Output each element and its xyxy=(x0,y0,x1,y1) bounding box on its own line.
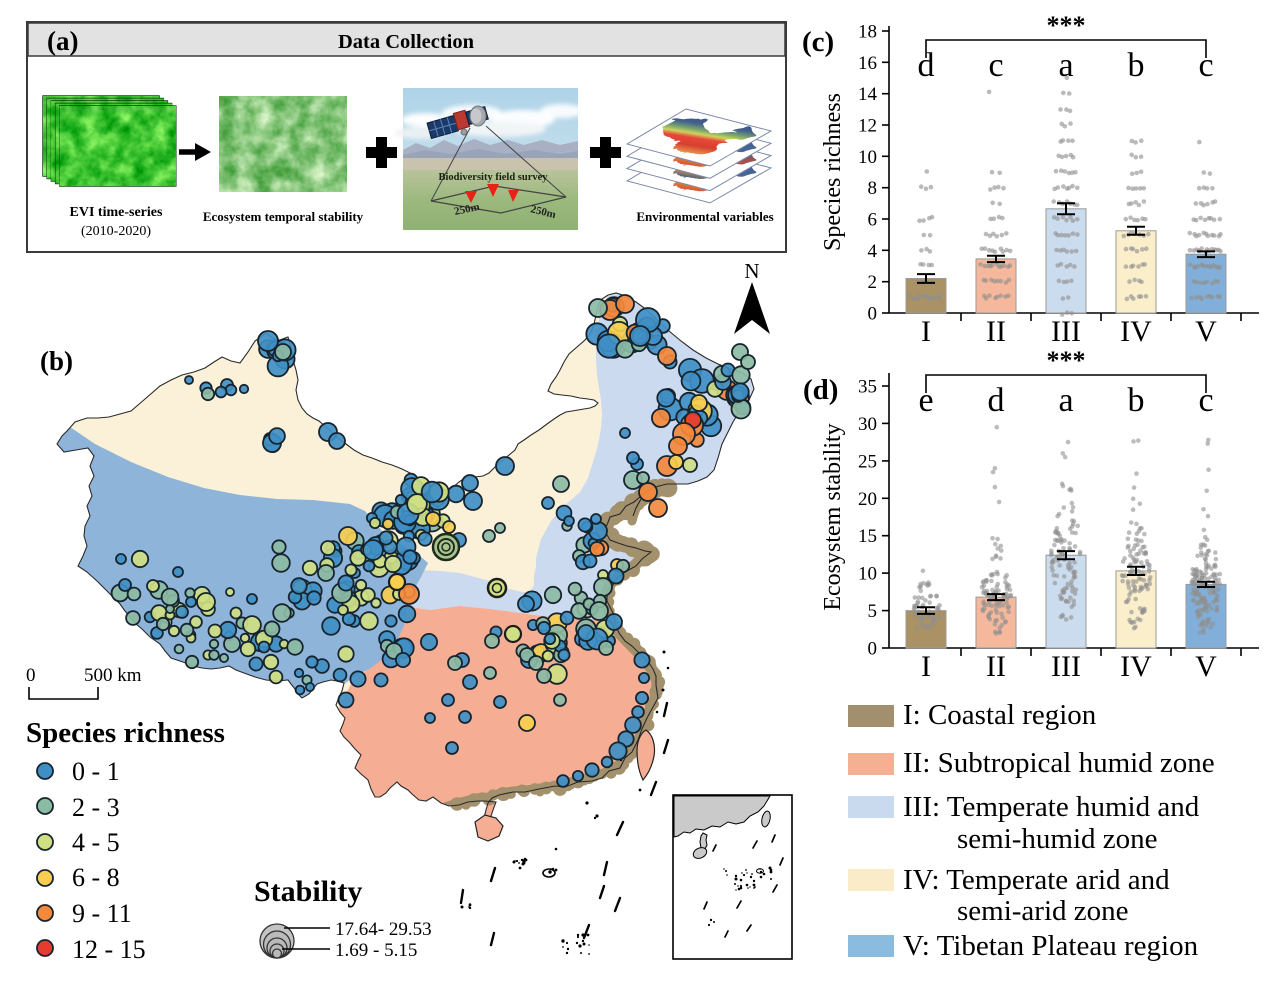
svg-text:I: I xyxy=(921,315,931,348)
svg-text:IV: IV xyxy=(1120,315,1152,348)
svg-text:(a): (a) xyxy=(47,26,78,56)
svg-text:I: I xyxy=(921,650,931,683)
svg-text:III: III xyxy=(1051,315,1081,348)
svg-text:25: 25 xyxy=(858,451,877,472)
svg-text:2: 2 xyxy=(868,272,878,293)
svg-text:10: 10 xyxy=(858,564,877,585)
svg-text:c: c xyxy=(1198,47,1213,84)
svg-text:EVI time-series: EVI time-series xyxy=(70,205,163,220)
svg-text:0: 0 xyxy=(868,639,878,660)
svg-text:17.64- 29.53: 17.64- 29.53 xyxy=(335,919,432,940)
svg-text:semi-humid zone: semi-humid zone xyxy=(957,823,1158,855)
svg-text:35: 35 xyxy=(858,377,877,398)
svg-text:0: 0 xyxy=(868,304,878,325)
svg-text:b: b xyxy=(1128,47,1145,84)
svg-text:V: V xyxy=(1195,315,1217,348)
svg-text:V: Tibetan Plateau region: V: Tibetan Plateau region xyxy=(903,930,1199,962)
svg-text:Biodiversity field survey: Biodiversity field survey xyxy=(438,172,548,183)
svg-text:1.69 - 5.15: 1.69 - 5.15 xyxy=(335,940,417,961)
svg-text:Data Collection: Data Collection xyxy=(338,31,475,53)
svg-text:20: 20 xyxy=(858,489,877,510)
svg-text:***: *** xyxy=(1047,11,1086,40)
svg-text:Ecosystem stability: Ecosystem stability xyxy=(820,423,846,610)
svg-text:IV: Temperate arid and: IV: Temperate arid and xyxy=(903,864,1170,896)
svg-text:14: 14 xyxy=(858,84,878,105)
svg-text:II: Subtropical humid zone: II: Subtropical humid zone xyxy=(903,747,1215,779)
svg-text:(d): (d) xyxy=(803,374,838,406)
svg-text:c: c xyxy=(1198,382,1213,419)
svg-text:30: 30 xyxy=(858,414,877,435)
svg-text:Environmental variables: Environmental variables xyxy=(636,209,773,224)
svg-text:6: 6 xyxy=(868,210,878,231)
svg-text:(b): (b) xyxy=(40,346,73,376)
svg-text:a: a xyxy=(1058,47,1073,84)
svg-text:III: III xyxy=(1051,650,1081,683)
svg-text:Ecosystem temporal stability: Ecosystem temporal stability xyxy=(203,209,364,224)
svg-text:0: 0 xyxy=(26,665,36,686)
svg-text:V: V xyxy=(1195,650,1217,683)
svg-text:c: c xyxy=(988,47,1003,84)
svg-text:12 - 15: 12 - 15 xyxy=(72,935,146,964)
svg-text:0 - 1: 0 - 1 xyxy=(72,757,120,786)
svg-text:2 - 3: 2 - 3 xyxy=(72,793,120,822)
svg-text:18: 18 xyxy=(858,22,877,43)
svg-text:N: N xyxy=(744,259,759,283)
svg-text:semi-arid zone: semi-arid zone xyxy=(957,895,1129,927)
svg-text:9 - 11: 9 - 11 xyxy=(72,899,132,928)
svg-text:16: 16 xyxy=(858,53,877,74)
svg-text:d: d xyxy=(988,382,1005,419)
svg-text:e: e xyxy=(918,382,933,419)
svg-text:(c): (c) xyxy=(802,26,834,58)
svg-text:15: 15 xyxy=(858,526,877,547)
svg-text:5: 5 xyxy=(868,601,878,622)
svg-text:a: a xyxy=(1058,382,1073,419)
svg-text:II: II xyxy=(986,650,1006,683)
svg-text:6 - 8: 6 - 8 xyxy=(72,863,120,892)
svg-text:I: Coastal region: I: Coastal region xyxy=(903,699,1097,731)
svg-text:4 - 5: 4 - 5 xyxy=(72,828,120,857)
svg-text:IV: IV xyxy=(1120,650,1152,683)
svg-text:8: 8 xyxy=(868,178,878,199)
svg-text:12: 12 xyxy=(858,116,877,137)
svg-text:Species richness: Species richness xyxy=(820,93,846,251)
svg-text:III: Temperate humid and: III: Temperate humid and xyxy=(903,791,1200,823)
svg-text:b: b xyxy=(1128,382,1145,419)
svg-text:d: d xyxy=(918,47,935,84)
svg-text:Species richness: Species richness xyxy=(26,717,225,749)
svg-text:II: II xyxy=(986,315,1006,348)
svg-text:250m: 250m xyxy=(453,201,481,218)
svg-text:Stability: Stability xyxy=(254,875,362,908)
svg-text:500 km: 500 km xyxy=(84,665,142,686)
svg-text:***: *** xyxy=(1047,346,1086,375)
svg-text:10: 10 xyxy=(858,147,877,168)
svg-text:4: 4 xyxy=(868,241,878,262)
svg-text:(2010-2020): (2010-2020) xyxy=(81,224,151,239)
